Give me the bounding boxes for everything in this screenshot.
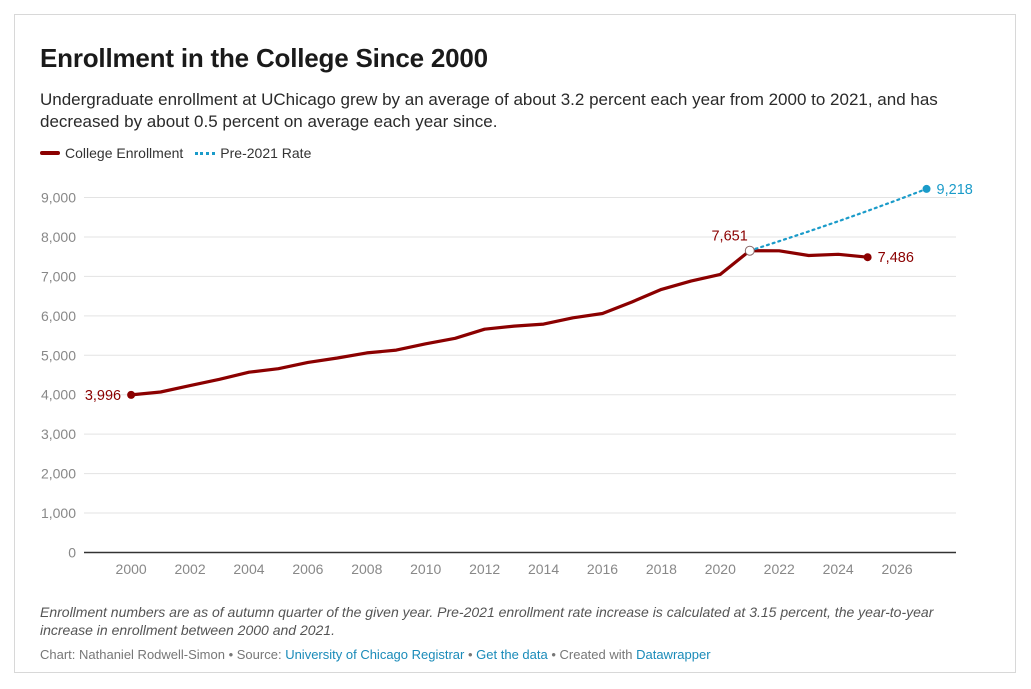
- y-tick-label: 5,000: [41, 347, 76, 363]
- chart-notes: Enrollment numbers are as of autumn quar…: [40, 604, 934, 638]
- data-point-start: [127, 390, 136, 399]
- footer-credit: Chart: Nathaniel Rodwell-Simon: [40, 647, 225, 662]
- footer-separator: • Source:: [224, 647, 286, 662]
- x-tick-label: 2012: [469, 561, 500, 577]
- y-tick-label: 7,000: [41, 268, 76, 284]
- x-tick-label: 2008: [351, 561, 382, 577]
- x-tick-label: 2016: [587, 561, 618, 577]
- x-tick-label: 2002: [174, 561, 205, 577]
- y-tick-label: 4,000: [41, 387, 76, 403]
- series-line-pre-2021-rate: [748, 187, 928, 252]
- series-line-college-enrollment: [129, 249, 870, 397]
- legend-swatch-dotted: [195, 151, 216, 155]
- data-label: 3,996: [85, 388, 121, 404]
- x-tick-label: 2024: [823, 561, 854, 577]
- line-chart: 0 1,000 2,000 3,000 4,000 5,000 6,000 7,000 8,00…: [41, 182, 973, 577]
- legend-item-pre-2021-rate: Pre-2021 Rate: [195, 145, 311, 161]
- y-tick-label: 8,000: [41, 229, 76, 245]
- x-tick-label: 2018: [646, 561, 677, 577]
- y-tick-label: 6,000: [41, 308, 76, 324]
- x-tick-label: 2006: [292, 561, 323, 577]
- x-tick-label: 2022: [764, 561, 795, 577]
- x-tick-label: 2000: [116, 561, 147, 577]
- y-tick-label: 0: [68, 545, 76, 561]
- x-tick-label: 2014: [528, 561, 559, 577]
- data-label: 9,218: [937, 182, 973, 198]
- chart-title: Enrollment in the College Since 2000: [40, 43, 488, 73]
- data-label: 7,486: [878, 250, 914, 266]
- y-tick-label: 3,000: [41, 426, 76, 442]
- x-tick-label: 2004: [233, 561, 264, 577]
- legend-label: Pre-2021 Rate: [220, 145, 312, 161]
- x-tick-label: 2020: [705, 561, 736, 577]
- legend: College Enrollment Pre-2021 Rate: [40, 145, 323, 161]
- y-tick-label: 1,000: [41, 505, 76, 521]
- legend-item-college-enrollment: College Enrollment: [40, 145, 183, 161]
- data-point-end: [863, 253, 872, 262]
- get-data-link[interactable]: Get the data: [476, 647, 548, 662]
- data-label: 7,651: [711, 229, 747, 245]
- source-link[interactable]: University of Chicago Registrar: [285, 647, 465, 662]
- legend-label: College Enrollment: [65, 145, 184, 161]
- footer-separator: • Created with: [547, 647, 637, 662]
- footer-separator: •: [464, 647, 477, 662]
- datawrapper-link[interactable]: Datawrapper: [636, 647, 711, 662]
- x-tick-label: 2010: [410, 561, 441, 577]
- data-point-projection-end: [922, 184, 931, 193]
- legend-swatch-solid: [40, 151, 60, 155]
- chart-frame: [14, 14, 1016, 673]
- chart-footer: Chart: Nathaniel Rodwell-Simon • Source:…: [40, 647, 711, 662]
- y-tick-label: 2,000: [41, 466, 76, 482]
- data-point-2021: [744, 245, 755, 256]
- chart-subtitle: Undergraduate enrollment at UChicago gre…: [40, 90, 938, 131]
- x-tick-label: 2026: [882, 561, 913, 577]
- y-tick-label: 9,000: [41, 190, 76, 206]
